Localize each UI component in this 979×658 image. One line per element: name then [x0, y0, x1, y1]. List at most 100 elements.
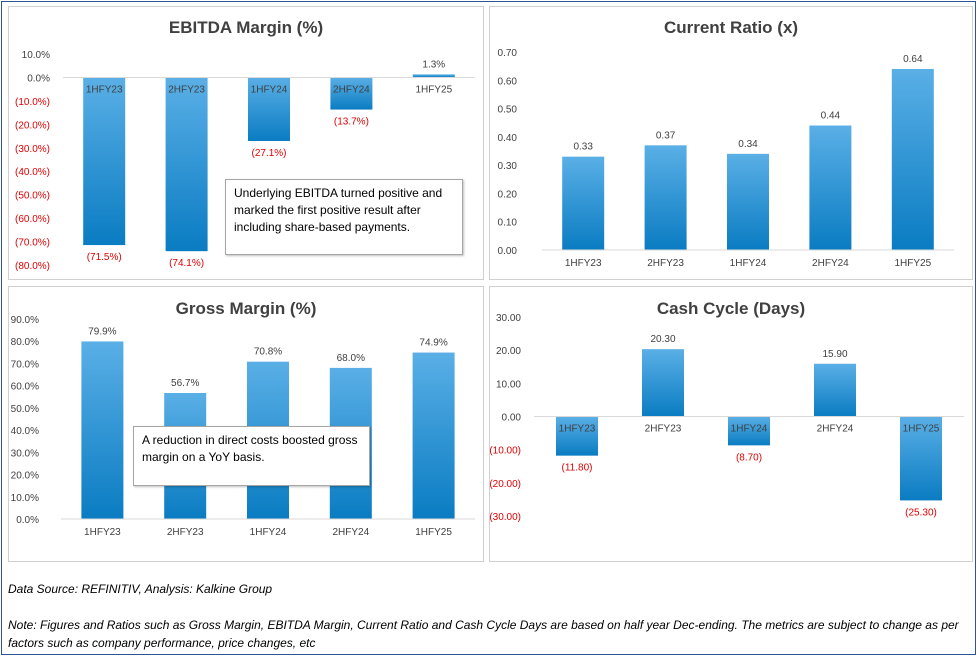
chart-title: Gross Margin (%): [175, 299, 317, 318]
value-label: (8.70): [736, 452, 762, 463]
category-label: 1HFY25: [894, 258, 931, 269]
y-tick-label: (50.0%): [15, 191, 50, 202]
value-label: 74.9%: [419, 338, 447, 349]
y-tick-label: (30.0%): [15, 144, 50, 155]
gross-margin-plot: 90.0% 80.0% 70.0% 60.0% 50.0% 40.0% 30.0% 20.0%…: [11, 315, 475, 538]
bar-1hfy25: [412, 352, 455, 519]
value-label: 0.33: [573, 142, 593, 153]
category-label: 2HFY24: [332, 527, 369, 538]
y-tick-label: (70.0%): [15, 238, 50, 249]
note-text: Note: Figures and Ratios such as Gross M…: [8, 618, 959, 650]
y-tick-label: (10.00): [490, 446, 521, 457]
value-label: 0.44: [821, 111, 841, 122]
value-label: 0.34: [738, 139, 758, 150]
y-tick-label: 20.00: [496, 346, 521, 357]
bar-1hfy25: [412, 74, 455, 78]
value-label: 0.64: [903, 54, 923, 65]
y-tick-label: 0.50: [498, 105, 518, 116]
ebitda-margin-chart: EBITDA Margin (%) 10.0% 0.0% (10.0%) (20.0%…: [8, 6, 484, 280]
category-label: 1HFY25: [903, 424, 940, 435]
bar-1hfy23: [562, 156, 605, 250]
bar-1hfy23: [83, 77, 126, 246]
y-tick-label: 0.10: [498, 218, 518, 229]
category-label: 1HFY23: [84, 527, 121, 538]
value-label: (25.30): [905, 507, 937, 518]
y-tick-label: 0.00: [498, 246, 518, 257]
chart-title: EBITDA Margin (%): [168, 18, 324, 37]
y-tick-label: 90.0%: [11, 315, 39, 326]
y-tick-label: 0.20: [498, 189, 518, 200]
category-label: 1HFY24: [730, 258, 767, 269]
value-label: (74.1%): [169, 258, 204, 269]
category-label: 1HFY24: [731, 424, 768, 435]
y-tick-label: 0.60: [498, 76, 518, 87]
value-label: 56.7%: [171, 378, 199, 389]
category-label: 2HFY24: [333, 84, 370, 95]
category-label: 1HFY23: [86, 84, 123, 95]
y-tick-label: 30.00: [496, 313, 521, 324]
value-label: 70.8%: [254, 347, 282, 358]
bar-2hfy24: [814, 363, 856, 417]
value-label: (71.5%): [87, 252, 122, 263]
category-label: 1HFY23: [559, 424, 596, 435]
bar-1hfy23: [81, 341, 124, 519]
y-tick-label: 70.0%: [11, 359, 39, 370]
ebitda-plot: 10.0% 0.0% (10.0%) (20.0%) (30.0%) (40.0%) (50…: [15, 50, 475, 272]
bar-1hfy24: [727, 153, 769, 250]
category-label: 2HFY23: [167, 527, 204, 538]
value-label: (27.1%): [251, 148, 286, 159]
y-tick-label: 60.0%: [11, 382, 39, 393]
value-label: 15.90: [822, 349, 847, 360]
chart-annotation: Underlying EBITDA turned positive and ma…: [225, 179, 463, 255]
category-label: 1HFY24: [250, 527, 287, 538]
y-tick-label: 0.40: [498, 133, 518, 144]
category-label: 2HFY24: [812, 258, 849, 269]
y-tick-label: (20.00): [490, 479, 521, 490]
y-tick-label: 10.00: [496, 379, 521, 390]
bar-1hfy23: [556, 416, 598, 456]
current-ratio-chart: Current Ratio (x) 0.70 0.60 0.50 0.40 0.30 0.…: [489, 6, 973, 280]
bar-1hfy25: [900, 416, 942, 501]
gross-margin-chart: Gross Margin (%) 90.0% 80.0% 70.0% 60.0% 50.…: [8, 286, 484, 562]
y-tick-label: 0.0%: [27, 73, 50, 84]
value-label: 79.9%: [88, 326, 116, 337]
bar-1hfy24: [728, 416, 770, 446]
chart-title: Current Ratio (x): [663, 18, 799, 37]
y-tick-label: 0.70: [498, 48, 518, 59]
y-tick-label: 40.0%: [11, 426, 39, 437]
category-label: 2HFY23: [168, 84, 205, 95]
current-ratio-plot: 0.70 0.60 0.50 0.40 0.30 0.20 0.10 0.00 0.33 1HFY…: [498, 48, 954, 269]
chart-annotation: A reduction in direct costs boosted gros…: [133, 426, 370, 486]
value-label: 0.37: [656, 130, 676, 141]
y-tick-label: 80.0%: [11, 337, 39, 348]
value-label: 1.3%: [422, 59, 445, 70]
data-source-text: Data Source: REFINITIV, Analysis: Kalkin…: [8, 582, 273, 596]
value-label: (11.80): [562, 463, 593, 474]
y-tick-label: 30.0%: [11, 448, 39, 459]
category-label: 1HFY23: [565, 258, 602, 269]
y-tick-label: 20.0%: [11, 471, 39, 482]
y-tick-label: (40.0%): [15, 167, 50, 178]
category-label: 1HFY25: [415, 527, 452, 538]
category-label: 2HFY23: [647, 258, 684, 269]
category-label: 1HFY25: [415, 84, 452, 95]
category-label: 2HFY24: [817, 424, 854, 435]
chart-title: Cash Cycle (Days): [656, 299, 806, 318]
bar-2hfy24: [809, 125, 852, 250]
y-tick-label: 10.0%: [22, 50, 50, 61]
bar-1hfy25: [891, 68, 934, 250]
y-tick-label: 0.30: [498, 161, 518, 172]
value-label: 68.0%: [337, 353, 365, 364]
y-tick-label: (10.0%): [15, 97, 50, 108]
value-label: (13.7%): [334, 117, 369, 128]
bar-2hfy23: [165, 77, 208, 252]
category-label: 2HFY23: [645, 424, 682, 435]
y-tick-label: (20.0%): [15, 120, 50, 131]
value-label: 20.30: [650, 334, 675, 345]
y-tick-label: (80.0%): [15, 261, 50, 272]
bar-2hfy23: [644, 145, 687, 250]
y-tick-label: (60.0%): [15, 214, 50, 225]
bar-2hfy23: [642, 349, 684, 417]
y-tick-label: 0.0%: [16, 515, 39, 526]
